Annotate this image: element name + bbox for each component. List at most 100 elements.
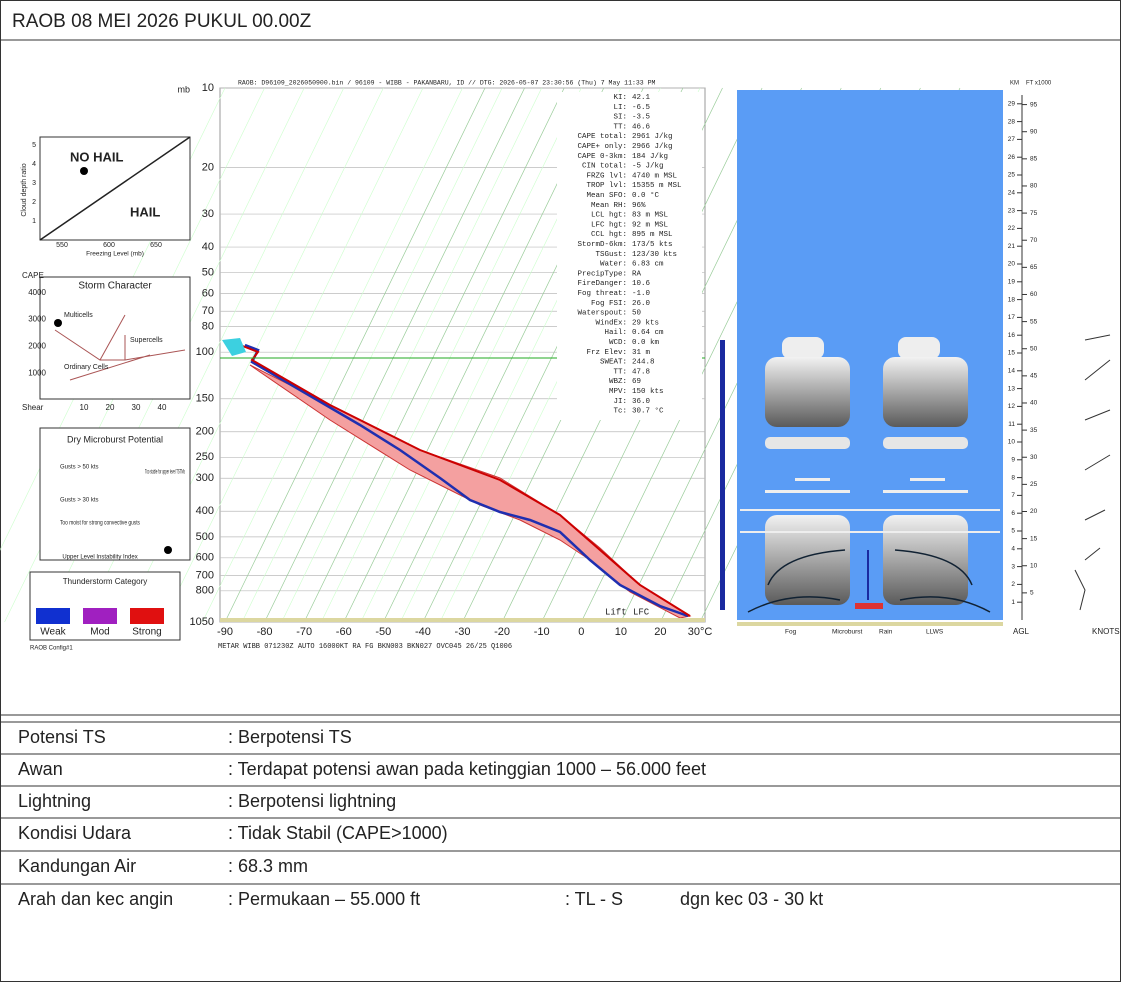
panel-text: Cloud depth ratio [21, 163, 28, 216]
knots-label: KNOTS [1092, 627, 1120, 636]
index-value: 30.7 °C [632, 407, 664, 416]
height-axis: KM FT x1000123456789101112131415161718192… [785, 81, 1120, 637]
temperature-label: -50 [375, 626, 391, 638]
panel-text: Gusts > 50 kts [60, 465, 99, 471]
temperature-label: -40 [415, 626, 431, 638]
indices: KI: 42.1 LI: -6.5 SI: -3.5 TT: 46.6 CAPE total: 2… [577, 94, 682, 416]
pressure-label: 50 [202, 267, 214, 279]
row-label: Kondisi Udara [18, 823, 132, 843]
index-name: CAPE 0-3km: [577, 153, 627, 161]
panel-text: Multicells [64, 312, 93, 319]
km-label: 5 [1011, 528, 1015, 535]
index-name: TT: [613, 368, 627, 376]
panel-text: Dry Microburst Potential [67, 434, 163, 444]
index-value: 83 m MSL [632, 212, 669, 220]
index-name: Waterspout: [577, 310, 627, 318]
row-value: : Berpotensi TS [228, 727, 352, 747]
panel-text: Too moist for strong convective gusts [60, 521, 140, 527]
side-bar [720, 340, 725, 610]
km-label: 18 [1008, 296, 1016, 303]
panel-text: 1 [32, 218, 36, 225]
km-label: 16 [1008, 332, 1016, 339]
index-value: 0.0 km [632, 339, 660, 347]
wind-barbs [1074, 334, 1111, 611]
diagonal [39, 136, 191, 241]
legend-item: Microburst [832, 629, 863, 636]
ft-label: 65 [1030, 264, 1038, 271]
temperature-label: -20 [494, 626, 510, 638]
temperature-label: -70 [296, 626, 312, 638]
km-label: 29 [1008, 101, 1016, 108]
km-label: 25 [1008, 172, 1016, 179]
ft-label: 25 [1030, 481, 1038, 488]
km-label: 27 [1008, 136, 1016, 143]
pressure-label: 300 [196, 472, 214, 484]
km-label: 26 [1008, 154, 1016, 161]
panel-text: CAPE [22, 271, 44, 280]
km-label: 1 [1011, 599, 1015, 606]
index-value: 150 kts [632, 388, 664, 396]
index-value: 173/5 kts [632, 241, 673, 249]
panel-frame [39, 276, 191, 400]
pressure-label: 250 [196, 451, 214, 463]
pressure-label: 500 [196, 531, 214, 543]
pressure-label: 40 [202, 241, 214, 253]
ft-label: 70 [1030, 237, 1038, 244]
temperature-line [239, 344, 691, 617]
axis-unit: FT x1000 [1026, 81, 1052, 87]
index-value: 184 J/kg [632, 153, 668, 161]
km-label: 10 [1008, 439, 1016, 446]
pressure-label: 70 [202, 305, 214, 317]
metar: METAR WIBB 071230Z AUTO 16000KT RA FG BK… [218, 643, 512, 651]
pressure-label: 20 [202, 161, 214, 173]
km-label: 19 [1008, 279, 1016, 286]
row-label: Kandungan Air [18, 856, 136, 876]
isotherm [224, 87, 486, 623]
panel-text: Ordinary Cells [64, 364, 109, 371]
index-value: -3.5 [632, 114, 651, 122]
row-label: Awan [18, 759, 63, 779]
index-name: TSGust: [595, 251, 627, 259]
index-value: 36.0 [632, 398, 651, 406]
isotherm [241, 87, 503, 623]
panel-text: 600 [103, 242, 115, 249]
index-value: 4740 m MSL [632, 172, 678, 180]
ft-label: 40 [1030, 400, 1038, 407]
panel-text: 3000 [28, 315, 46, 324]
cloud-figures [740, 337, 1000, 613]
km-label: 15 [1008, 350, 1016, 357]
panel-text: 550 [56, 242, 68, 249]
panel-frame [29, 571, 181, 641]
isotherm [162, 87, 424, 623]
ft-label: 75 [1030, 210, 1038, 217]
lift-label: LFC [633, 607, 650, 617]
km-label: 6 [1011, 510, 1015, 517]
index-name: Tc: [613, 408, 627, 416]
km-label: 8 [1011, 474, 1015, 481]
pressure-label: 800 [196, 585, 214, 597]
km-label: 2 [1011, 581, 1015, 588]
header-line: RAOB: D96109_2026050900.bin / 96109 - WI… [238, 80, 655, 87]
panel-text: 40 [158, 403, 167, 412]
ft-label: 90 [1030, 128, 1038, 135]
row-value: : 68.3 mm [228, 856, 308, 876]
isotherm [202, 87, 463, 623]
hail-point [80, 167, 88, 175]
index-value: 42.1 [632, 94, 651, 102]
index-value: 0.0 °C [632, 191, 660, 200]
km-label: 4 [1011, 546, 1015, 553]
pressure-label: 150 [196, 393, 214, 405]
panel-text: Freezing Level (mb) [86, 251, 144, 258]
index-value: -6.5 [632, 104, 651, 112]
index-value: 29 kts [632, 319, 659, 327]
index-name: LCL hgt: [591, 212, 627, 220]
panel-text: 20 [106, 403, 115, 412]
ft-label: 50 [1030, 345, 1038, 352]
km-label: 3 [1011, 563, 1015, 570]
index-name: Water: [600, 261, 627, 269]
index-value: 47.8 [632, 368, 650, 376]
panel-text: 3 [32, 180, 36, 187]
page-title: RAOB 08 MEI 2026 PUKUL 00.00Z [12, 11, 312, 32]
pressure-label: 100 [196, 346, 214, 358]
index-value: 0.64 cm [632, 329, 664, 337]
